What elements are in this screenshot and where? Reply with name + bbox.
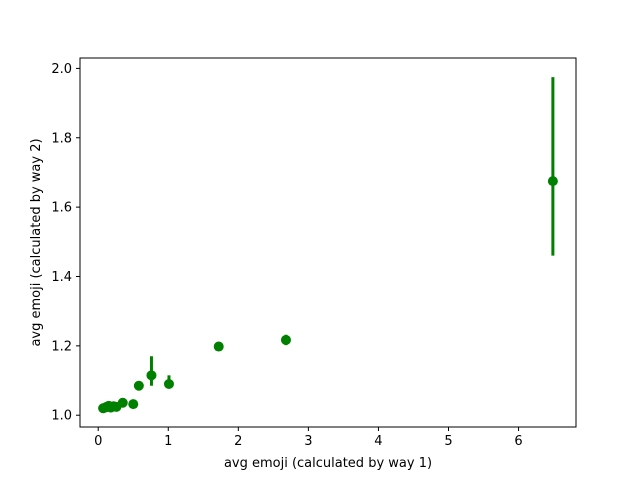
data-point — [133, 380, 144, 391]
data-point — [547, 176, 558, 187]
y-tick-label: 1.0 — [51, 409, 72, 424]
x-axis: 0 1 2 3 4 5 6 — [94, 427, 523, 449]
x-tick-label: 5 — [444, 434, 452, 449]
data-point — [128, 399, 139, 410]
y-tick-label: 1.6 — [51, 201, 72, 216]
x-tick-label: 6 — [514, 434, 522, 449]
data-point — [213, 341, 224, 352]
y-tick-label: 1.4 — [51, 270, 72, 285]
y-tick-label: 1.8 — [51, 131, 72, 146]
data-point — [117, 397, 128, 408]
y-tick-label: 1.2 — [51, 339, 72, 354]
data-point — [163, 378, 174, 389]
marks-layer — [98, 77, 558, 414]
y-axis: 1.0 1.2 1.4 1.6 1.8 2.0 — [51, 62, 80, 424]
x-tick-label: 0 — [94, 434, 102, 449]
x-tick-label: 1 — [164, 434, 172, 449]
data-point — [280, 334, 291, 345]
x-tick-label: 3 — [304, 434, 312, 449]
y-axis-label: avg emoji (calculated by way 2) — [29, 138, 44, 346]
data-point — [146, 370, 157, 381]
x-tick-label: 4 — [374, 434, 382, 449]
x-axis-label: avg emoji (calculated by way 1) — [224, 456, 432, 471]
x-tick-label: 2 — [234, 434, 242, 449]
y-tick-label: 2.0 — [51, 62, 72, 77]
plot-area-frame — [79, 57, 577, 428]
